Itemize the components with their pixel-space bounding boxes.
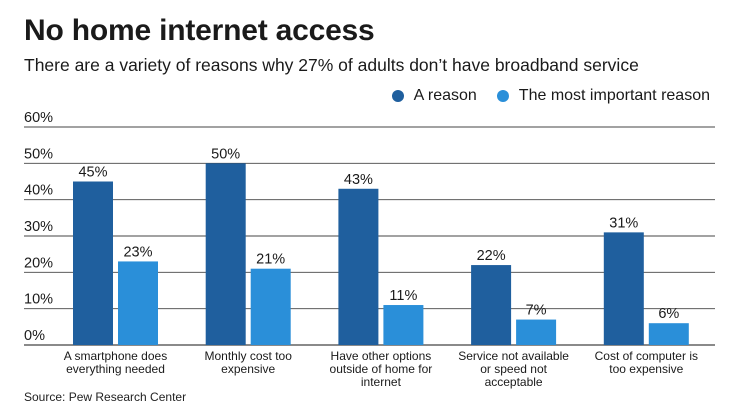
y-tick-label: 40% (24, 183, 53, 199)
data-label: 23% (123, 244, 152, 260)
x-tick-label: A smartphone does everything needed (64, 349, 167, 376)
data-label: 31% (609, 215, 638, 231)
x-tick-label-line: everything needed (66, 362, 165, 376)
y-tick-label: 0% (24, 328, 45, 344)
y-tick-label: 10% (24, 292, 53, 308)
x-tick-label-line: expensive (221, 362, 275, 376)
x-tick-label-line: outside of home for (330, 362, 433, 376)
source-note: Source: Pew Research Center (24, 390, 187, 404)
x-tick-label-line: acceptable (485, 375, 543, 389)
x-tick-label: Cost of computer is too expensive (595, 349, 698, 376)
legend-label-a-reason: A reason (413, 87, 477, 104)
bar-most-important (250, 268, 291, 345)
bar-a-reason (603, 232, 644, 345)
legend-item-most-important: The most important reason (496, 87, 710, 105)
legend-label-most-important: The most important reason (518, 87, 710, 104)
y-tick-label: 30% (24, 219, 53, 235)
x-tick-label-line: or speed not (480, 362, 547, 376)
x-tick-label-line: too expensive (609, 362, 683, 376)
data-label: 22% (477, 248, 506, 264)
y-tick-label: 20% (24, 255, 53, 271)
data-label: 45% (78, 165, 107, 181)
chart-subtitle: There are a variety of reasons why 27% o… (24, 55, 639, 75)
bar-a-reason (338, 188, 379, 345)
x-tick-label-line: Have other options (331, 349, 432, 363)
x-tick-label-line: Cost of computer is (595, 349, 698, 363)
legend-item-a-reason: A reason (391, 87, 477, 105)
y-tick-label: 60% (24, 110, 53, 126)
data-label: 11% (389, 288, 417, 304)
legend-swatch-most-important (496, 90, 509, 102)
y-tick-label: 50% (24, 146, 53, 162)
data-label: 21% (256, 252, 285, 268)
chart-title: No home internet access (24, 14, 375, 47)
bar-most-important (516, 319, 557, 345)
x-tick-label-line: internet (361, 375, 402, 389)
bar-a-reason (205, 163, 246, 345)
x-tick-label-line: Service not available (458, 349, 569, 363)
bar-a-reason (471, 265, 512, 345)
data-label: 43% (344, 172, 373, 188)
data-label: 7% (526, 303, 547, 319)
data-label: 6% (658, 306, 679, 322)
x-tick-label-line: A smartphone does (64, 349, 167, 363)
legend-swatch-a-reason (391, 90, 404, 102)
x-tick-label-line: Monthly cost too (205, 349, 293, 363)
x-tick-label: Service not available or speed not accepta… (458, 349, 569, 389)
legend: A reason The most important reason (372, 87, 710, 105)
bar-most-important (648, 323, 689, 345)
bar-most-important (118, 261, 158, 345)
data-label: 50% (211, 146, 240, 162)
x-tick-label: Have other options outside of home for int… (330, 349, 433, 389)
x-tick-label: Monthly cost too expensive (205, 349, 293, 376)
bar-most-important (383, 305, 424, 345)
bar-a-reason (73, 181, 113, 345)
